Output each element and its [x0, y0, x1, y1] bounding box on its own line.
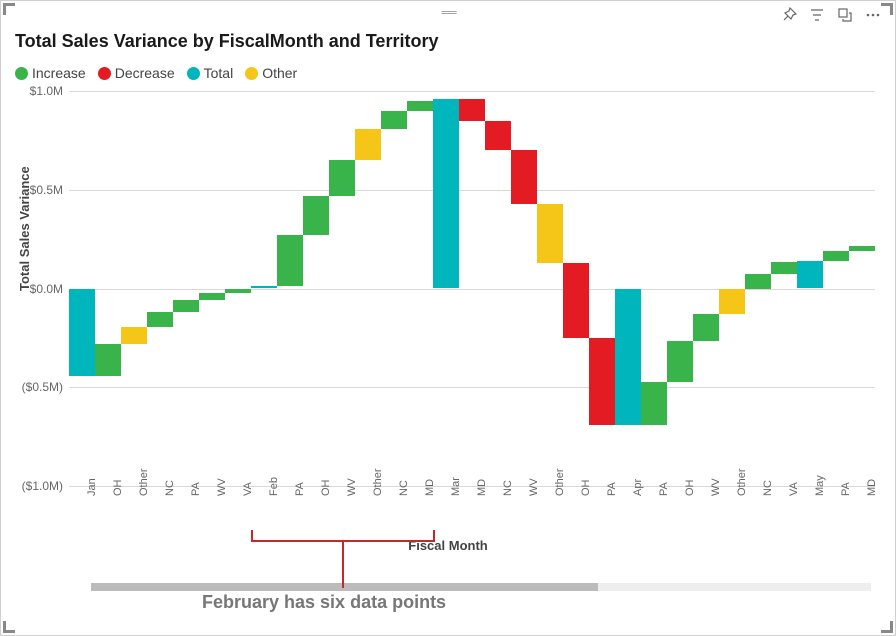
annotation-text: February has six data points: [202, 592, 446, 613]
chart-visual: ══ Total Sales Variance by FiscalMonth a…: [0, 0, 896, 636]
annotation-bracket: [1, 1, 895, 635]
